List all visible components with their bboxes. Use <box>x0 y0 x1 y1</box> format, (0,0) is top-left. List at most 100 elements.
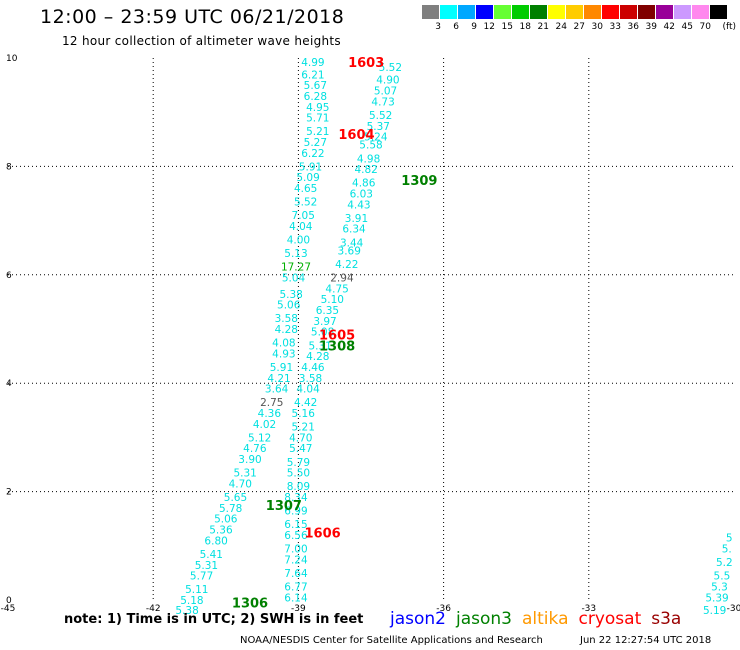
swh-value-track-b: 4.43 <box>347 199 370 211</box>
color-swatch <box>620 5 637 19</box>
swh-value-track-b: 3.97 <box>313 316 336 328</box>
swh-value-track-a: 4.70 <box>229 478 252 490</box>
swh-value-track-a: 7.05 <box>292 210 315 222</box>
legend-cryosat: cryosat <box>578 609 642 629</box>
swh-value-track-b: 4.86 <box>352 178 376 190</box>
swh-value-track-c: 5.3 <box>711 581 728 593</box>
pass-time-label: 1605 <box>319 328 355 343</box>
swh-value-track-a: 5.38 <box>175 605 198 617</box>
swh-value-track-a: 5.27 <box>304 137 327 149</box>
swh-value-track-a: 4.95 <box>306 102 329 114</box>
swh-value-track-b: 6.34 <box>342 224 366 236</box>
swh-value-track-b: 5.31 <box>308 340 331 352</box>
y-tick-label: 8 <box>6 162 12 172</box>
y-tick-label: 10 <box>6 54 18 64</box>
footer-note: note: 1) Time is in UTC; 2) SWH is in fe… <box>64 612 364 627</box>
swh-value-track-c: 5.39 <box>705 592 728 604</box>
pass-time-label: 1309 <box>401 174 437 189</box>
color-swatch <box>602 5 619 19</box>
swh-value-track-a: 5.38 <box>279 289 302 301</box>
swh-value-track-b: 5.50 <box>287 468 310 480</box>
color-swatch <box>530 5 547 19</box>
pass-time-label: 1606 <box>305 526 341 541</box>
swh-value-track-a: 5.04 <box>282 273 306 285</box>
x-tick-label: -30 <box>727 604 740 614</box>
color-swatch <box>710 5 727 19</box>
swh-value-track-a: 5.91 <box>270 362 293 374</box>
swh-value-track-a: 4.02 <box>253 419 276 431</box>
x-tick-label: -42 <box>146 604 161 614</box>
swh-value-track-b: 3.44 <box>340 237 364 249</box>
swh-value-track-a: 4.76 <box>243 443 267 455</box>
color-swatch <box>692 5 709 19</box>
swh-value-track-c: 5.19 <box>703 605 726 617</box>
swh-value-track-b: 4.90 <box>376 75 399 87</box>
swh-value-track-a: 5.12 <box>248 432 271 444</box>
swh-value-track-b: 5.58 <box>359 140 382 152</box>
swh-value-track-a: 5.06 <box>277 300 301 312</box>
color-swatch-label: 39 <box>645 22 657 32</box>
color-scale-unit: (ft) <box>722 22 736 32</box>
swh-value-track-b: 5.10 <box>321 294 344 306</box>
swh-value-track-a: 4.21 <box>267 373 290 385</box>
swh-value-track-b: 4.04 <box>296 384 320 396</box>
swh-value-track-a: 5.21 <box>306 126 329 138</box>
chart-title: 12:00 – 23:59 UTC 06/21/2018 <box>40 6 345 28</box>
swh-value-track-a: 4.08 <box>272 338 295 350</box>
swh-value-track-a: 4.04 <box>289 221 313 233</box>
legend-s3a: s3a <box>651 609 682 629</box>
swh-value-track-b: 3.91 <box>345 213 368 225</box>
generation-timestamp: Jun 22 12:27:54 UTC 2018 <box>580 635 712 646</box>
chart-subtitle: 12 hour collection of altimeter wave hei… <box>62 34 341 48</box>
swh-value-track-b: 4.28 <box>306 351 329 363</box>
swh-value-track-b: 5.37 <box>367 121 390 133</box>
swh-value-track-a: 6.80 <box>204 535 227 547</box>
credit-text: NOAA/NESDIS Center for Satellite Applica… <box>240 635 543 646</box>
swh-value-track-b: 6.56 <box>284 530 308 542</box>
swh-value-track-a: 5.09 <box>296 172 319 184</box>
pass-time-label: 1603 <box>348 56 384 71</box>
swh-value-track-b: 5.52 <box>369 110 392 122</box>
color-swatch <box>440 5 457 19</box>
swh-value-track-b: 4.75 <box>325 283 348 295</box>
swh-value-track-b: 4.98 <box>357 153 380 165</box>
y-tick-label: 6 <box>6 271 12 281</box>
color-swatch <box>656 5 673 19</box>
swh-value-track-a: 5.31 <box>233 468 256 480</box>
color-swatch-label: 12 <box>483 22 495 32</box>
swh-value-track-b: 6.03 <box>350 189 373 201</box>
swh-value-track-a: 5.11 <box>185 584 208 596</box>
swh-value-track-b: 5.21 <box>292 422 315 434</box>
legend-jason2: jason2 <box>390 609 446 629</box>
swh-value-track-b: 5.79 <box>287 457 310 469</box>
x-tick-label: -45 <box>1 604 16 614</box>
color-swatch <box>494 5 511 19</box>
swh-value-track-a: 3.58 <box>275 313 298 325</box>
color-swatch <box>548 5 565 19</box>
color-swatch <box>512 5 529 19</box>
y-tick-label: 2 <box>6 488 12 498</box>
x-tick-label: -33 <box>581 604 596 614</box>
swh-value-track-c: 5.5 <box>714 571 731 583</box>
swh-value-track-c: 5.2 <box>716 557 733 569</box>
swh-value-track-a: 5.78 <box>219 503 242 515</box>
swh-value-track-b: 6.99 <box>284 506 307 518</box>
color-swatch-label: 27 <box>573 22 585 32</box>
swh-value-track-a: 5.31 <box>195 560 218 572</box>
swh-value-track-b: 3.58 <box>299 373 322 385</box>
x-tick-label: -36 <box>436 604 451 614</box>
swh-value-track-b: 5.52 <box>379 62 402 74</box>
swh-value-track-b: 5.08 <box>311 327 334 339</box>
swh-value-track-b: 8.09 <box>287 481 310 493</box>
color-swatch-label: 3 <box>435 22 441 32</box>
color-swatch <box>674 5 691 19</box>
pass-time-label: 1306 <box>232 597 268 612</box>
swh-value-track-b: 5.07 <box>374 86 397 98</box>
swh-value-track-a: 5.77 <box>190 571 213 583</box>
swh-value-track-a: 4.00 <box>287 235 310 247</box>
y-tick-label: 0 <box>6 596 12 606</box>
swh-value-track-b: 4.73 <box>371 96 394 108</box>
color-swatch-label: 42 <box>663 22 675 32</box>
swh-value-track-b: 4.82 <box>354 164 377 176</box>
swh-value-track-a: 17.27 <box>281 262 311 274</box>
